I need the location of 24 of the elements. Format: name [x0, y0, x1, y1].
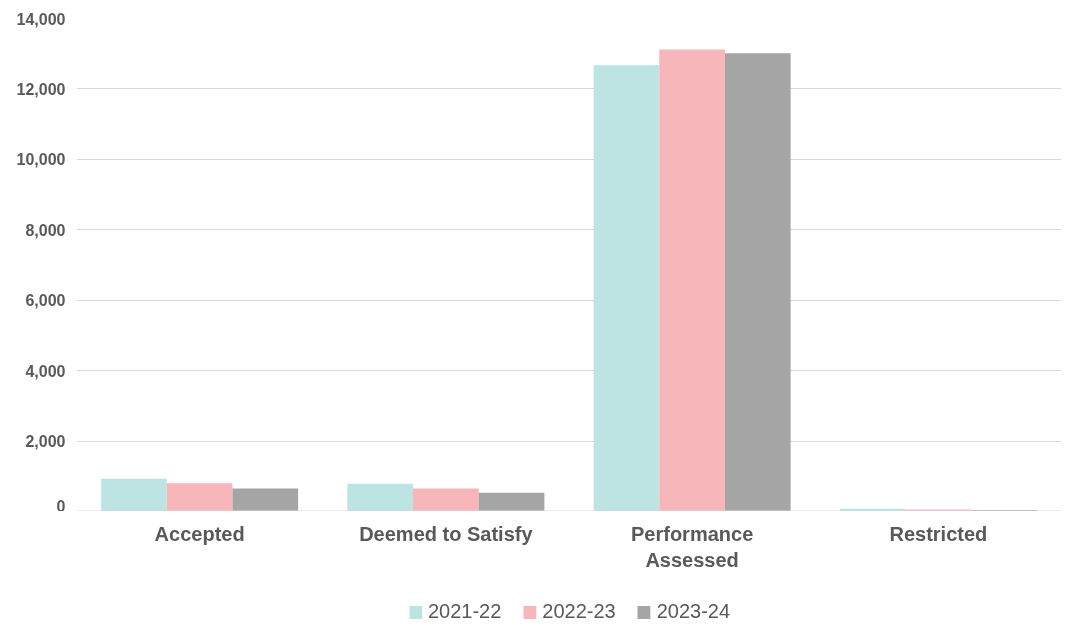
y-tick-label: 8,000: [25, 221, 66, 239]
legend-label: 2022-23: [542, 600, 616, 623]
x-tick-label: Performance Assessed: [630, 522, 754, 572]
bar: [347, 483, 414, 511]
y-tick-label: 10,000: [16, 151, 66, 169]
bar: [478, 492, 545, 511]
y-tick-label: 12,000: [16, 80, 66, 98]
x-tick-label: Restricted: [889, 522, 988, 545]
y-tick-label: 4,000: [25, 362, 66, 380]
x-tick-label: Accepted: [154, 522, 245, 545]
bar: [101, 478, 167, 511]
bar: [659, 49, 725, 511]
legend-label: 2023-24: [656, 600, 731, 623]
y-tick-label: 14,000: [16, 10, 66, 28]
bar: [724, 53, 791, 511]
y-tick-label: 6,000: [25, 292, 66, 310]
bar: [232, 488, 299, 511]
y-tick-label: 2,000: [25, 433, 66, 451]
bar: [593, 65, 660, 511]
bar: [166, 483, 233, 511]
y-tick-label: 0: [56, 497, 66, 515]
legend-label: 2021-22: [427, 600, 502, 623]
x-tick-label: Deemed to Satisfy: [359, 522, 534, 545]
bar: [413, 488, 479, 511]
